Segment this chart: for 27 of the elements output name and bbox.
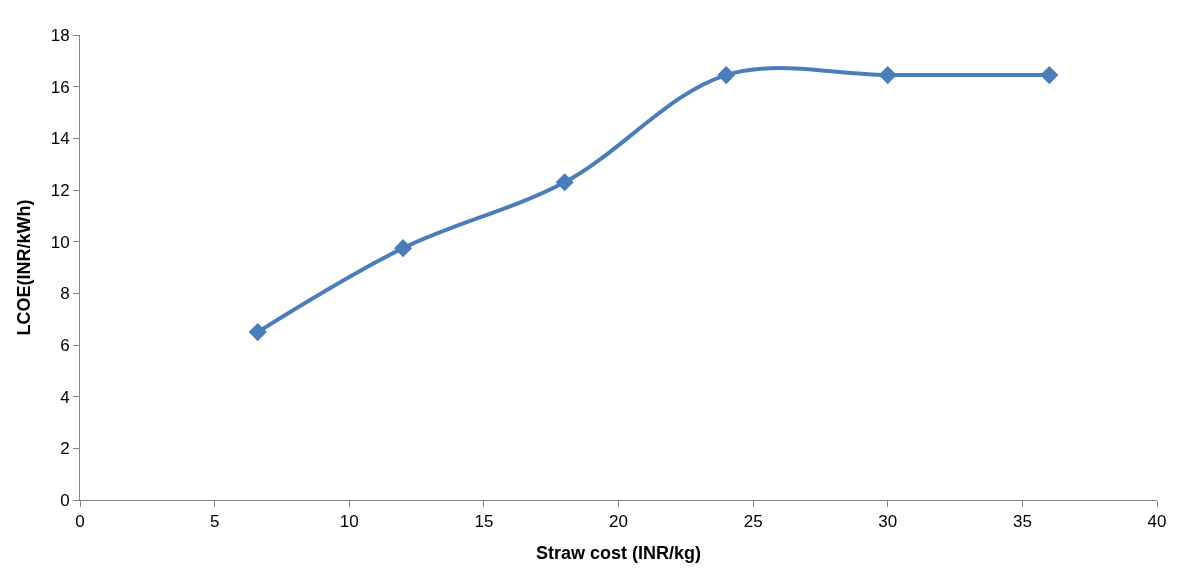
x-tick-label: 0 — [75, 512, 85, 532]
y-tick-label: 16 — [50, 77, 70, 97]
y-tick-label: 18 — [50, 25, 70, 45]
x-tick-label: 5 — [209, 512, 220, 532]
point — [394, 239, 413, 258]
y-tick-label: 6 — [60, 335, 70, 355]
y-tick-label: 4 — [60, 387, 70, 407]
y-tick-label: 10 — [50, 232, 70, 252]
y-tick-label: 8 — [60, 284, 70, 304]
x-tick-label: 40 — [1147, 512, 1167, 532]
x-tick-label: 10 — [339, 512, 359, 532]
x-tick-label: 15 — [474, 512, 494, 532]
point — [717, 65, 736, 85]
x-tick-label: 25 — [743, 512, 763, 532]
x-axis-title: Straw cost (INR/kg) — [535, 542, 702, 563]
y-axis-title: LCOE(INR/kWh) — [13, 199, 34, 336]
x-tick-label: 20 — [609, 512, 628, 532]
point — [248, 322, 267, 342]
y-tick-label: 2 — [60, 439, 70, 459]
y-tick-label: 0 — [60, 490, 70, 510]
point — [878, 65, 897, 85]
y-tick-label: 12 — [50, 180, 70, 200]
y-tick-label: 14 — [50, 129, 70, 149]
x-tick-label: 35 — [1012, 512, 1032, 532]
x-tick-label: 30 — [878, 512, 898, 532]
point — [555, 173, 574, 192]
point — [1040, 65, 1059, 85]
